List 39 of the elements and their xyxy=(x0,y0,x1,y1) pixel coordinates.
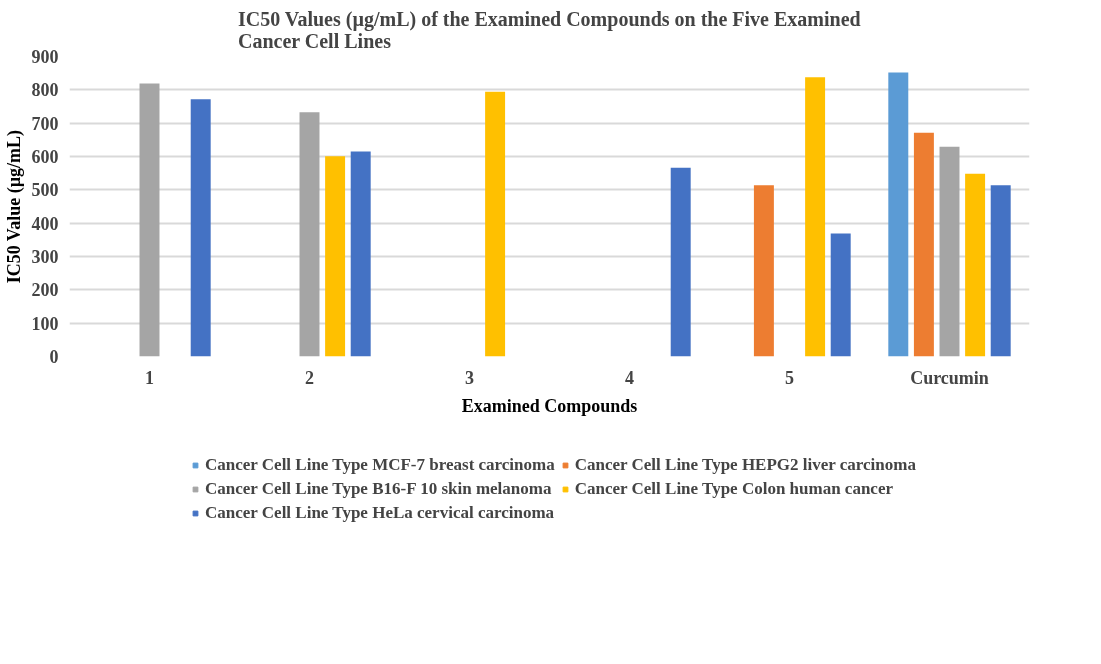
bar xyxy=(190,99,211,357)
y-tick-label: 0 xyxy=(49,347,59,367)
bar xyxy=(670,167,691,357)
x-tick-label: 2 xyxy=(305,367,314,388)
bar xyxy=(913,132,934,357)
y-tick-label: 100 xyxy=(31,313,59,334)
bar xyxy=(888,72,909,357)
bar xyxy=(965,173,986,357)
x-tick-label: 3 xyxy=(465,367,474,388)
bar xyxy=(325,156,346,357)
y-tick-label: 200 xyxy=(31,280,59,301)
bar xyxy=(990,185,1011,357)
y-axis-title: IC50 Value (µg/mL) xyxy=(3,129,25,284)
x-tick-label: 5 xyxy=(785,367,794,388)
legend-label: Cancer Cell Line Type MCF-7 breast carcinoma xyxy=(205,455,555,475)
chart-title: IC50 Values (µg/mL) of the Examined Compounds on the Five Examined Cancer Cell Lines xyxy=(237,7,861,52)
y-tick-label: 800 xyxy=(31,80,59,101)
y-tick-label: 900 xyxy=(31,47,59,67)
legend-label: Cancer Cell Line Type HeLa cervical carcinoma xyxy=(205,503,555,523)
bar xyxy=(485,91,506,357)
bar xyxy=(939,146,960,357)
y-tick-label: 700 xyxy=(31,113,59,134)
y-tick-label: 600 xyxy=(31,147,59,167)
legend-label: Cancer Cell Line Type HEPG2 liver carcinoma xyxy=(574,455,916,475)
bar xyxy=(805,77,826,357)
bar xyxy=(350,151,371,357)
bar xyxy=(139,83,160,357)
y-tick-label: 500 xyxy=(31,180,59,201)
x-tick-label: Curcumin xyxy=(910,367,989,388)
x-axis-title: Examined Compounds xyxy=(461,395,638,416)
x-tick-label: 4 xyxy=(625,367,634,388)
x-tick-label: 1 xyxy=(145,367,154,388)
legend-label: Cancer Cell Line Type Colon human cancer xyxy=(574,479,893,499)
y-tick-label: 400 xyxy=(31,213,59,234)
y-tick-label: 300 xyxy=(31,247,59,267)
legend-label: Cancer Cell Line Type B16-F 10 skin melanoma xyxy=(205,479,552,499)
bar xyxy=(830,233,851,357)
bar xyxy=(299,112,320,357)
bar xyxy=(753,185,774,357)
